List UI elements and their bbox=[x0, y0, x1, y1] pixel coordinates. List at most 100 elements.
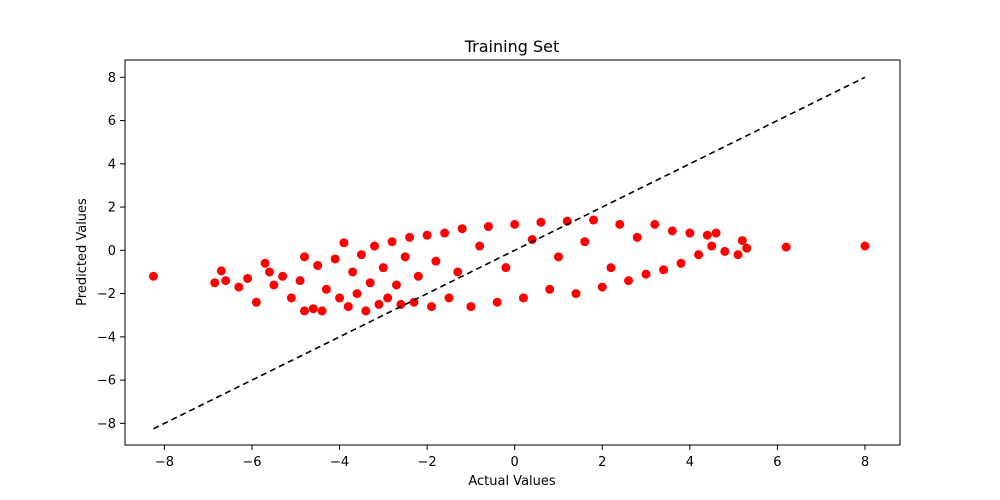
x-tick-label-6: 4 bbox=[686, 455, 694, 470]
reference-line bbox=[153, 76, 866, 430]
data-point-39 bbox=[422, 230, 432, 240]
data-point-53 bbox=[527, 235, 537, 245]
data-point-8 bbox=[264, 267, 274, 277]
y-tick-label-7: 6 bbox=[108, 114, 116, 129]
data-point-71 bbox=[685, 228, 695, 238]
data-point-37 bbox=[409, 297, 419, 307]
data-point-13 bbox=[300, 252, 310, 262]
data-point-33 bbox=[391, 280, 401, 290]
data-point-1 bbox=[210, 278, 220, 288]
data-point-47 bbox=[475, 241, 485, 251]
data-point-66 bbox=[641, 269, 651, 279]
data-point-35 bbox=[400, 252, 410, 262]
y-tick-label-8: 8 bbox=[108, 71, 116, 86]
x-tick-label-2: −4 bbox=[330, 455, 349, 470]
data-point-9 bbox=[269, 280, 279, 290]
data-point-76 bbox=[720, 246, 730, 256]
data-point-65 bbox=[632, 232, 642, 242]
data-point-52 bbox=[518, 293, 528, 303]
data-point-26 bbox=[361, 306, 371, 316]
data-point-23 bbox=[348, 267, 358, 277]
y-tick-label-3: −2 bbox=[97, 287, 116, 302]
data-point-56 bbox=[553, 252, 563, 262]
data-point-54 bbox=[536, 217, 546, 227]
x-tick-label-3: −2 bbox=[418, 455, 437, 470]
data-point-16 bbox=[313, 260, 323, 270]
data-point-10 bbox=[278, 271, 288, 281]
data-point-34 bbox=[396, 299, 406, 309]
x-axis-ticks: −8 −6 −4 −2 0 2 4 6 8 bbox=[155, 445, 869, 470]
data-point-61 bbox=[597, 282, 607, 292]
x-tick-label-5: 2 bbox=[598, 455, 606, 470]
data-point-46 bbox=[466, 302, 476, 312]
data-point-4 bbox=[234, 282, 244, 292]
data-point-27 bbox=[365, 278, 375, 288]
data-point-29 bbox=[374, 299, 384, 309]
data-point-55 bbox=[545, 284, 555, 294]
data-point-72 bbox=[694, 250, 704, 260]
x-tick-label-7: 6 bbox=[773, 455, 781, 470]
data-point-12 bbox=[295, 276, 305, 286]
data-point-64 bbox=[624, 276, 634, 286]
data-point-63 bbox=[615, 219, 625, 229]
data-point-24 bbox=[352, 289, 362, 299]
data-point-74 bbox=[707, 241, 717, 251]
data-point-0 bbox=[148, 271, 158, 281]
data-point-3 bbox=[221, 276, 231, 286]
y-tick-label-4: 0 bbox=[108, 244, 116, 259]
data-point-17 bbox=[317, 306, 327, 316]
data-point-5 bbox=[243, 273, 253, 283]
y-tick-label-6: 4 bbox=[108, 157, 116, 172]
y-tick-label-5: 2 bbox=[108, 201, 116, 216]
plot-area bbox=[124, 59, 901, 446]
data-point-62 bbox=[606, 263, 616, 273]
x-tick-label-8: 8 bbox=[861, 455, 869, 470]
y-tick-label-1: −6 bbox=[97, 374, 116, 389]
data-point-67 bbox=[650, 219, 660, 229]
data-point-78 bbox=[737, 236, 747, 246]
y-tick-label-0: −8 bbox=[97, 417, 116, 432]
data-point-48 bbox=[483, 222, 493, 232]
data-point-14 bbox=[300, 306, 310, 316]
x-tick-label-1: −6 bbox=[242, 455, 261, 470]
data-point-68 bbox=[659, 265, 669, 275]
data-point-50 bbox=[501, 263, 511, 273]
data-point-32 bbox=[387, 237, 397, 247]
data-point-19 bbox=[330, 254, 340, 264]
data-point-6 bbox=[251, 297, 261, 307]
data-point-20 bbox=[335, 293, 345, 303]
data-point-73 bbox=[702, 230, 712, 240]
data-point-80 bbox=[781, 242, 791, 252]
data-point-43 bbox=[444, 293, 454, 303]
data-point-69 bbox=[667, 226, 677, 236]
data-point-25 bbox=[356, 250, 366, 260]
data-point-49 bbox=[492, 297, 502, 307]
data-point-30 bbox=[378, 263, 388, 273]
data-point-70 bbox=[676, 258, 686, 268]
data-point-40 bbox=[427, 302, 436, 312]
data-point-22 bbox=[343, 302, 353, 312]
data-point-11 bbox=[286, 293, 296, 303]
data-point-51 bbox=[510, 219, 520, 229]
x-tick-label-4: 0 bbox=[511, 455, 519, 470]
points-layer bbox=[148, 215, 870, 316]
data-point-81 bbox=[860, 241, 870, 251]
data-point-58 bbox=[571, 289, 581, 299]
data-point-41 bbox=[431, 256, 441, 266]
axes-frame bbox=[124, 59, 901, 446]
y-axis-label: Predicted Values bbox=[75, 198, 90, 306]
data-point-31 bbox=[383, 293, 393, 303]
x-tick-label-0: −8 bbox=[155, 455, 174, 470]
data-point-75 bbox=[711, 228, 721, 238]
y-axis-ticks: −8 −6 −4 −2 0 2 4 6 8 bbox=[97, 71, 125, 432]
data-point-28 bbox=[370, 241, 380, 251]
data-point-2 bbox=[216, 266, 226, 276]
data-point-15 bbox=[308, 304, 318, 314]
data-point-60 bbox=[589, 215, 598, 225]
data-point-36 bbox=[405, 232, 415, 242]
data-point-42 bbox=[440, 228, 450, 238]
y-tick-label-2: −4 bbox=[97, 330, 116, 345]
chart-title: Training Set bbox=[464, 37, 560, 56]
data-point-18 bbox=[321, 284, 331, 294]
